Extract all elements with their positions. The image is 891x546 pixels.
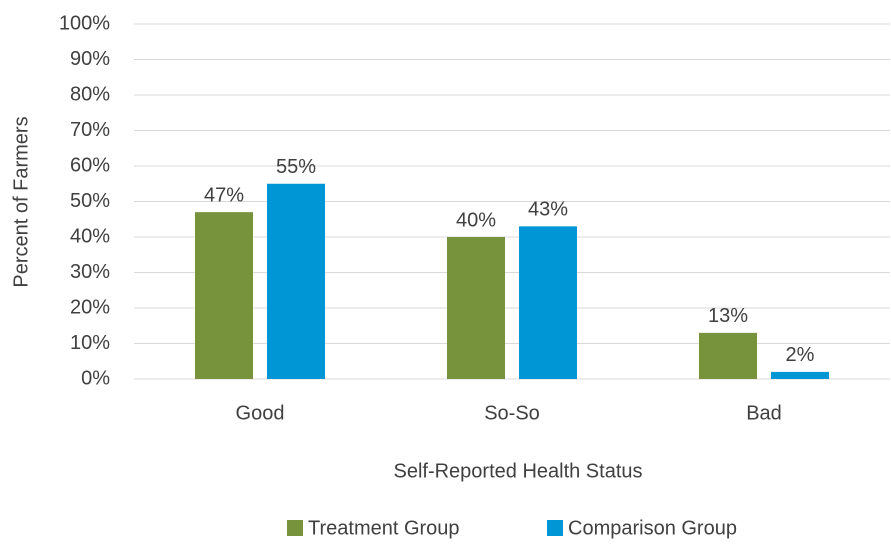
bar <box>519 226 577 379</box>
bar <box>267 183 325 379</box>
y-tick-label: 30% <box>70 261 110 283</box>
data-label: 47% <box>204 184 244 206</box>
data-label: 40% <box>456 209 496 231</box>
bar <box>771 371 829 379</box>
y-tick-label: 60% <box>70 154 110 176</box>
data-label: 43% <box>528 199 568 221</box>
y-tick-label: 90% <box>70 48 110 70</box>
legend-swatch <box>287 520 303 536</box>
bar <box>447 237 505 379</box>
x-tick-label: Bad <box>746 402 782 424</box>
x-tick-label: Good <box>236 402 285 424</box>
x-axis-title: Self-Reported Health Status <box>393 460 642 482</box>
y-tick-label: 10% <box>70 332 110 354</box>
bar <box>699 332 757 379</box>
legend-label: Comparison Group <box>568 517 737 539</box>
y-tick-label: 40% <box>70 225 110 247</box>
legend-label: Treatment Group <box>308 517 460 539</box>
y-tick-label: 0% <box>81 367 110 389</box>
y-tick-label: 50% <box>70 190 110 212</box>
y-tick-label: 100% <box>59 12 110 34</box>
legend-swatch <box>547 520 563 536</box>
bar <box>195 212 253 379</box>
data-label: 13% <box>708 305 748 327</box>
data-label: 2% <box>786 344 815 366</box>
y-tick-label: 80% <box>70 83 110 105</box>
y-tick-label: 70% <box>70 119 110 141</box>
data-label: 55% <box>276 156 316 178</box>
x-tick-label: So-So <box>484 402 540 424</box>
y-tick-label: 20% <box>70 296 110 318</box>
y-axis-title: Percent of Farmers <box>10 116 32 287</box>
